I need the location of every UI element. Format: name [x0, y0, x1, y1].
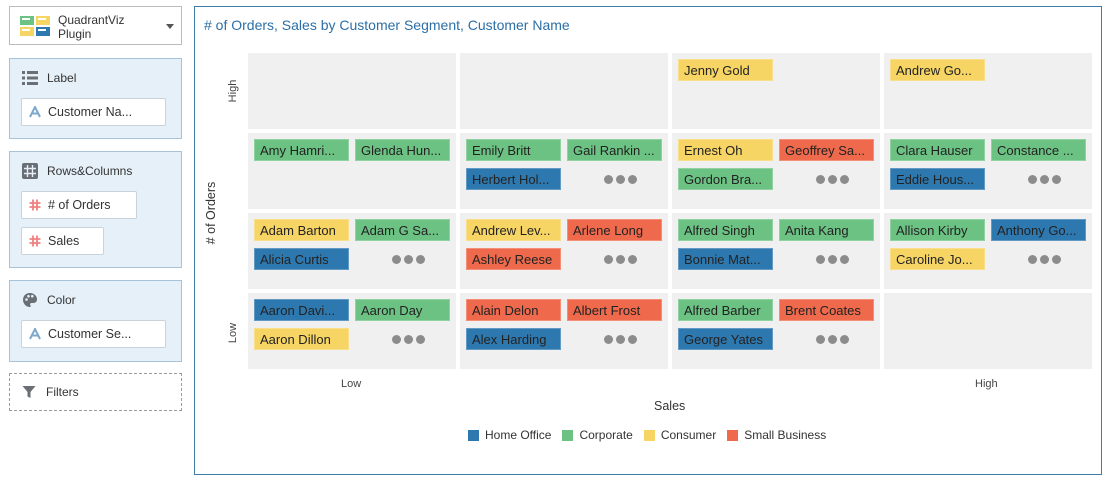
legend-item-small-business[interactable]: Small Business: [727, 428, 826, 442]
customer-card[interactable]: Anita Kang: [779, 219, 874, 241]
legend-label: Home Office: [485, 428, 552, 442]
customer-card[interactable]: Caroline Jo...: [890, 248, 985, 270]
quadrant-cell: [884, 293, 1092, 369]
customer-card[interactable]: Albert Frost: [567, 299, 662, 321]
customer-card[interactable]: Aaron Davi...: [254, 299, 349, 321]
funnel-icon: [22, 386, 36, 398]
label-section-title: Label: [47, 71, 77, 85]
legend-item-home-office[interactable]: Home Office: [468, 428, 551, 442]
legend-item-corporate[interactable]: Corporate: [562, 428, 633, 442]
measure-icon: [29, 235, 41, 247]
customer-card[interactable]: Andrew Go...: [890, 59, 985, 81]
pill-label: # of Orders: [48, 198, 111, 212]
legend-item-consumer[interactable]: Consumer: [643, 428, 717, 442]
color-customer-segment-pill[interactable]: Customer Se...: [21, 320, 166, 348]
more-items-icon[interactable]: [1028, 168, 1064, 190]
more-items-icon[interactable]: [604, 328, 640, 350]
more-items-icon[interactable]: [816, 328, 852, 350]
customer-card[interactable]: Adam Barton: [254, 219, 349, 241]
text-attribute-icon: [29, 106, 41, 118]
customer-card[interactable]: Anthony Go...: [991, 219, 1086, 241]
customer-card[interactable]: Clara Hauser: [890, 139, 985, 161]
customer-card[interactable]: Alicia Curtis: [254, 248, 349, 270]
plugin-name-line2: Plugin: [58, 27, 92, 41]
customer-card[interactable]: George Yates: [678, 328, 773, 350]
pill-label: Customer Se...: [48, 327, 132, 341]
customer-card[interactable]: Aaron Day: [355, 299, 450, 321]
customer-card[interactable]: Alfred Singh: [678, 219, 773, 241]
chevron-down-icon[interactable]: [166, 24, 174, 29]
legend-swatch: [562, 429, 574, 441]
quadrant-cell: [460, 53, 668, 129]
legend: Home Office Corporate Consumer Small Bus…: [468, 428, 837, 442]
customer-card[interactable]: Alfred Barber: [678, 299, 773, 321]
customer-card[interactable]: Arlene Long: [567, 219, 662, 241]
customer-card[interactable]: Jenny Gold: [678, 59, 773, 81]
grid-icon: [22, 163, 38, 179]
customer-card[interactable]: Herbert Hol...: [466, 168, 561, 190]
chart-title: # of Orders, Sales by Customer Segment, …: [204, 17, 570, 33]
filters-title: Filters: [46, 385, 79, 399]
x-tick-low: Low: [341, 378, 362, 390]
more-items-icon[interactable]: [604, 248, 640, 270]
more-items-icon[interactable]: [392, 328, 428, 350]
more-items-icon[interactable]: [604, 168, 640, 190]
filters-dropzone[interactable]: Filters: [9, 373, 182, 411]
customer-card[interactable]: Ernest Oh: [678, 139, 773, 161]
legend-label: Consumer: [660, 428, 717, 442]
orders-measure-pill[interactable]: # of Orders: [21, 191, 137, 219]
x-tick-high: High: [975, 378, 998, 390]
customer-card[interactable]: Brent Coates: [779, 299, 874, 321]
sales-measure-pill[interactable]: Sales: [21, 227, 104, 255]
legend-swatch: [727, 429, 739, 441]
customer-card[interactable]: Gail Rankin ...: [567, 139, 662, 161]
customer-card[interactable]: Glenda Hun...: [355, 139, 450, 161]
legend-label: Small Business: [744, 428, 827, 442]
plugin-name-line1: QuadrantViz: [58, 13, 125, 27]
customer-card[interactable]: Adam G Sa...: [355, 219, 450, 241]
rows-columns-section: Rows&Columns # of Orders Sales: [9, 151, 182, 268]
customer-card[interactable]: Gordon Bra...: [678, 168, 773, 190]
label-section: Label Customer Na...: [9, 58, 182, 139]
legend-swatch: [468, 429, 479, 441]
quadrant-cell: [248, 53, 456, 129]
more-items-icon[interactable]: [392, 248, 428, 270]
plugin-selector[interactable]: QuadrantViz Plugin: [9, 6, 182, 45]
customer-card[interactable]: Allison Kirby: [890, 219, 985, 241]
y-tick-label: Low: [227, 322, 239, 344]
customer-card[interactable]: Alex Harding: [466, 328, 561, 350]
x-axis-title: Sales: [654, 399, 686, 413]
text-attribute-icon: [29, 328, 41, 340]
color-section: Color Customer Se...: [9, 280, 182, 362]
y-axis-title-text: # of Orders: [204, 181, 218, 245]
measure-icon: [29, 199, 41, 211]
pill-label: Sales: [48, 234, 80, 248]
customer-card[interactable]: Ashley Reese: [466, 248, 561, 270]
customer-card[interactable]: Geoffrey Sa...: [779, 139, 874, 161]
color-section-title: Color: [47, 293, 76, 307]
customer-card[interactable]: Aaron Dillon: [254, 328, 349, 350]
palette-icon: [23, 293, 37, 307]
plugin-name: QuadrantViz Plugin: [58, 13, 125, 41]
chart-frame: [194, 6, 1102, 475]
customer-card[interactable]: Emily Britt: [466, 139, 561, 161]
y-tick-label: High: [227, 79, 239, 103]
customer-card[interactable]: Alain Delon: [466, 299, 561, 321]
rows-columns-section-title: Rows&Columns: [47, 164, 133, 178]
plugin-thumbnail-icon: [20, 16, 50, 36]
customer-card[interactable]: Eddie Hous...: [890, 168, 985, 190]
more-items-icon[interactable]: [816, 168, 852, 190]
more-items-icon[interactable]: [816, 248, 852, 270]
legend-label: Corporate: [579, 428, 633, 442]
list-icon: [22, 71, 38, 85]
legend-swatch: [643, 429, 655, 441]
customer-card[interactable]: Andrew Lev...: [466, 219, 561, 241]
pill-label: Customer Na...: [48, 105, 133, 119]
label-customer-name-pill[interactable]: Customer Na...: [21, 98, 166, 126]
customer-card[interactable]: Constance ...: [991, 139, 1086, 161]
customer-card[interactable]: Bonnie Mat...: [678, 248, 773, 270]
customer-card[interactable]: Amy Hamri...: [254, 139, 349, 161]
more-items-icon[interactable]: [1028, 248, 1064, 270]
